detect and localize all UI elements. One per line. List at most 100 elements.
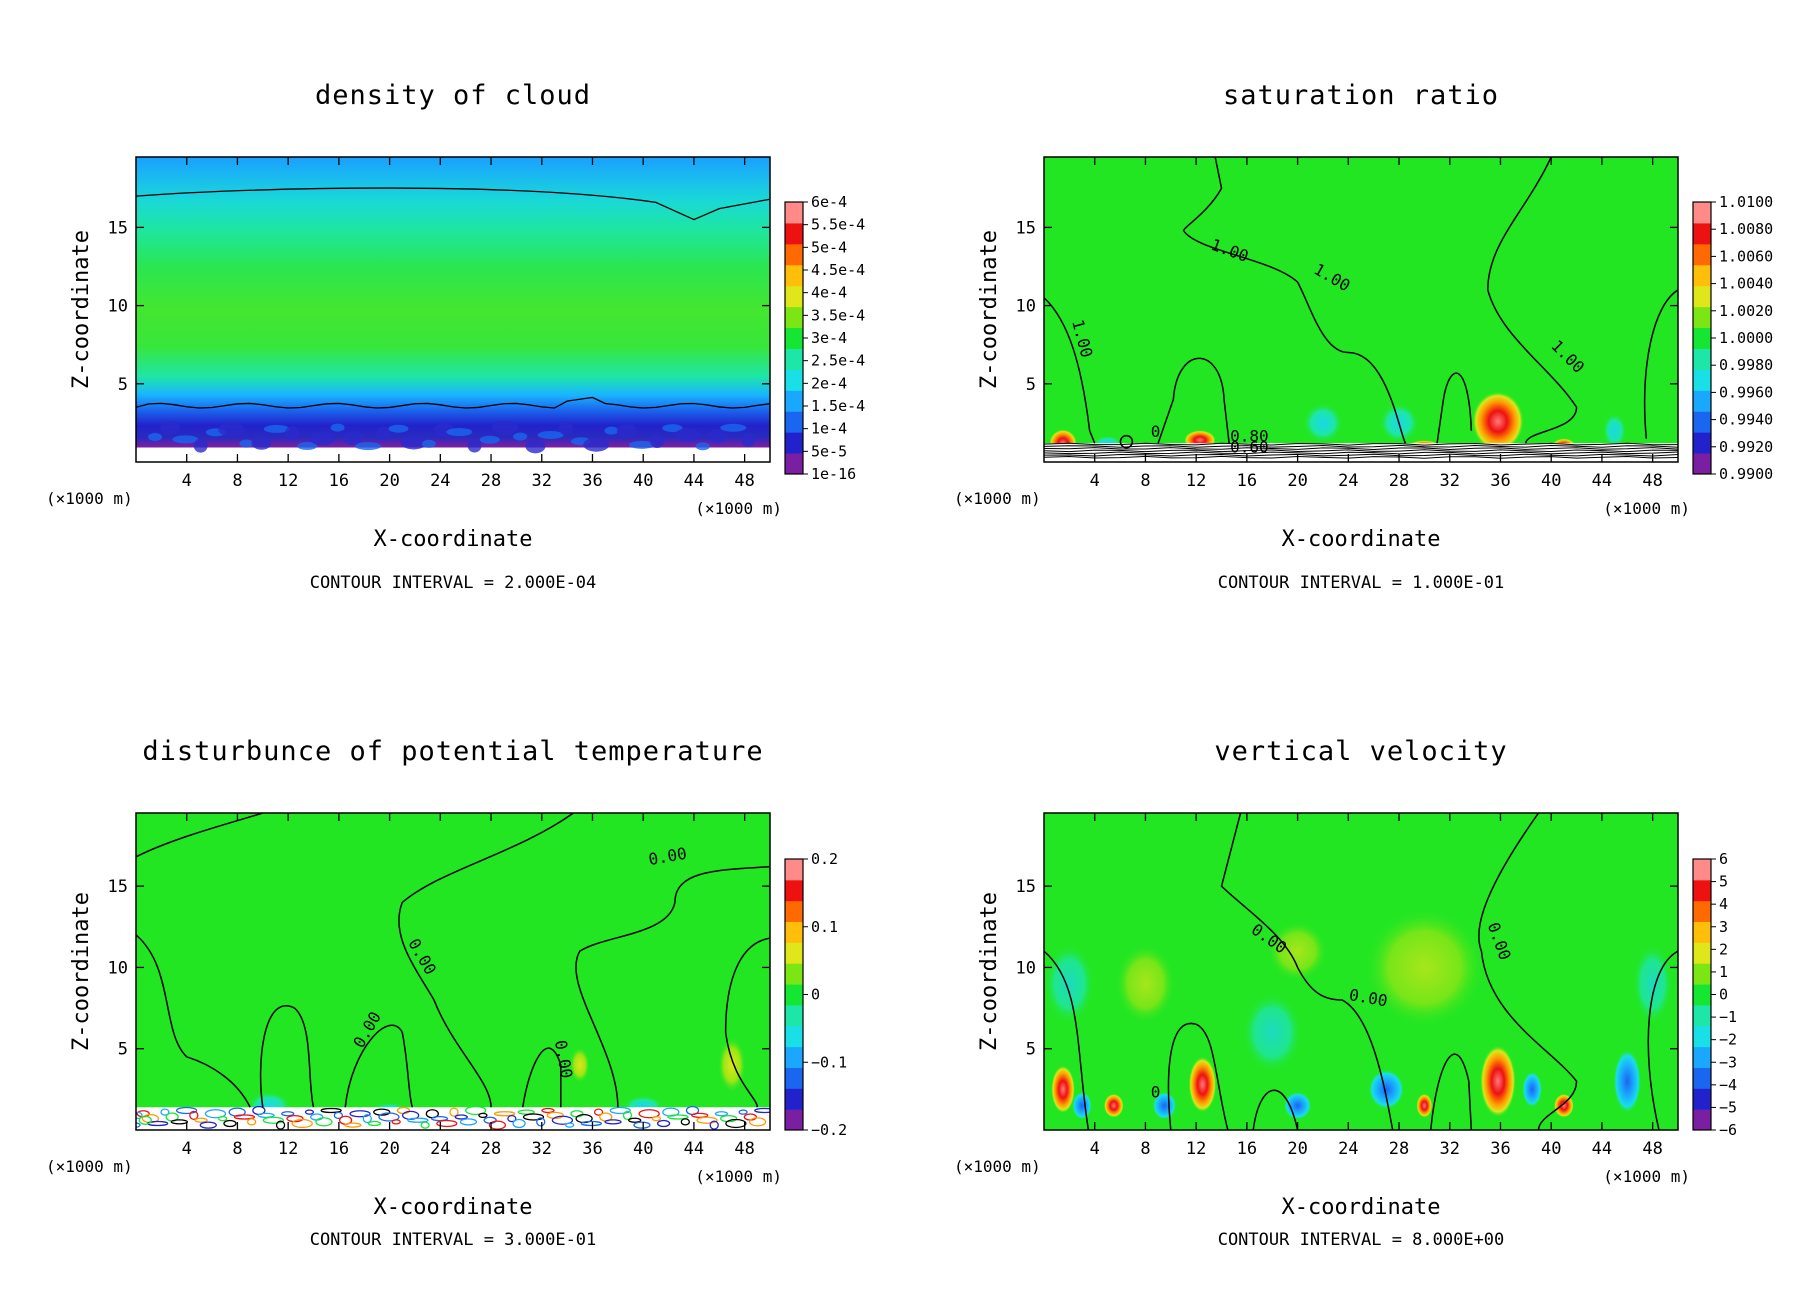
- x-tick-label: 20: [379, 1139, 399, 1159]
- plot-frame: [135, 812, 771, 1131]
- x-tick-label: 20: [1287, 1139, 1307, 1159]
- contour-line: [1157, 357, 1230, 444]
- y-tick-label: 15: [1016, 877, 1036, 897]
- turbulence-contour: [449, 1107, 459, 1117]
- updraft: [1051, 1065, 1076, 1114]
- colorbar-swatch: [785, 1088, 803, 1110]
- y-axis-label: Z-coordinate: [977, 892, 1002, 1051]
- turbulence-contour: [656, 1119, 671, 1128]
- turbulence-contour: [170, 1119, 189, 1125]
- x-tick-label: 24: [1338, 1139, 1358, 1159]
- x-unit-right: (×1000 m): [1603, 1167, 1690, 1186]
- y-axis-label: Z-coordinate: [69, 230, 94, 389]
- colorbar-swatch: [1693, 984, 1711, 1006]
- chart-title: disturbunce of potential temperature: [142, 736, 763, 767]
- colorbar-swatch: [1693, 1046, 1711, 1068]
- turbulence-contour: [522, 1113, 545, 1121]
- plot-frame: [135, 156, 771, 463]
- colorbar-label: −2: [1719, 1031, 1737, 1049]
- contour-line: [1167, 1022, 1229, 1130]
- colorbar-swatch: [1693, 306, 1711, 329]
- colorbar-swatch: [1693, 264, 1711, 287]
- x-unit-right: (×1000 m): [695, 499, 782, 518]
- contour-line: [136, 187, 770, 221]
- turbulence-contour: [662, 1107, 680, 1117]
- turbulence-contour: [507, 1114, 517, 1123]
- colorbar-label: 0.9980: [1719, 356, 1773, 374]
- turbulence-contour: [291, 1118, 313, 1129]
- weak-updraft: [1267, 921, 1328, 982]
- turbulence-contour: [175, 1106, 198, 1115]
- x-tick-label: 36: [582, 471, 602, 491]
- colorbar-swatch: [785, 984, 803, 1006]
- colorbar-label: 3e-4: [811, 329, 847, 347]
- y-axis-label: Z-coordinate: [69, 892, 94, 1051]
- colorbar-swatch: [785, 942, 803, 964]
- turbulence-contour: [714, 1111, 729, 1117]
- colorbar-swatch: [785, 285, 803, 308]
- contour-line: [1044, 442, 1678, 446]
- colorbar-swatch: [785, 900, 803, 923]
- x-tick-label: 12: [278, 471, 298, 491]
- saturation-low: [1302, 402, 1343, 443]
- turbulence-contour: [344, 1122, 362, 1128]
- x-tick-label: 4: [1090, 471, 1100, 491]
- x-tick-label: 16: [1237, 471, 1257, 491]
- turbulence-contour: [478, 1112, 488, 1119]
- turbulence-contour: [622, 1110, 633, 1121]
- contour-label: 0: [1151, 1082, 1161, 1101]
- downdraft: [1072, 1091, 1093, 1120]
- x-unit-right: (×1000 m): [695, 1167, 782, 1186]
- contour-line: [1044, 447, 1678, 450]
- y-tick-label: 5: [1026, 1040, 1036, 1060]
- contour-line: [1478, 813, 1578, 1130]
- x-unit-left: (×1000 m): [954, 1157, 1041, 1176]
- x-tick-label: 24: [430, 471, 450, 491]
- x-unit-left: (×1000 m): [46, 1157, 133, 1176]
- contour-line: [1044, 451, 1678, 455]
- turbulence-contour: [281, 1111, 295, 1117]
- chart-title: density of cloud: [315, 80, 591, 111]
- turbulence-contour: [696, 1116, 718, 1124]
- contour-line: [398, 813, 574, 1108]
- y-tick-label: 10: [1016, 297, 1036, 317]
- contour-line: [1182, 157, 1407, 444]
- turbulence-contour: [754, 1107, 770, 1114]
- colorbar-label: 1.0100: [1719, 193, 1773, 211]
- y-tick-label: 15: [1016, 218, 1036, 238]
- colorbar-swatch: [1693, 942, 1711, 964]
- turbulence-contour: [391, 1119, 401, 1125]
- y-tick-label: 5: [118, 375, 128, 395]
- colorbar-swatch: [785, 1025, 803, 1048]
- colorbar-swatch: [785, 369, 803, 391]
- x-tick-label: 36: [582, 1139, 602, 1159]
- colorbar-label: 0.1: [811, 918, 838, 936]
- colorbar-swatch: [1693, 369, 1711, 391]
- x-tick-label: 16: [329, 1139, 349, 1159]
- colorbar-swatch: [785, 243, 803, 266]
- x-tick-label: 48: [734, 1139, 754, 1159]
- weak-updraft: [1364, 907, 1485, 1028]
- colorbar-swatch: [1693, 1109, 1711, 1131]
- colorbar-swatch: [1693, 222, 1711, 245]
- colorbar-label: 1e-16: [811, 465, 856, 483]
- field-plot: [136, 157, 770, 462]
- field-plot: [1044, 157, 1678, 462]
- contour-line: [724, 937, 770, 1108]
- colorbar-label: 1.0080: [1719, 220, 1773, 238]
- contour-line: [136, 934, 251, 1108]
- colorbar-swatch: [785, 222, 803, 245]
- x-tick-label: 44: [1592, 471, 1612, 491]
- colorbar-label: −3: [1719, 1053, 1737, 1071]
- colorbar-swatch: [1693, 879, 1711, 902]
- turbulence-contour: [315, 1117, 333, 1127]
- colorbar-label: 0.9900: [1719, 465, 1773, 483]
- x-tick-label: 32: [1440, 1139, 1460, 1159]
- x-tick-label: 40: [633, 471, 653, 491]
- colorbar-label: 1.0000: [1719, 329, 1773, 347]
- x-tick-label: 12: [1186, 1139, 1206, 1159]
- colorbar-label: 5: [1719, 873, 1728, 891]
- turbulence-contour: [136, 1122, 141, 1128]
- colorbar-swatch: [785, 859, 803, 881]
- turbulence-contour: [680, 1118, 690, 1126]
